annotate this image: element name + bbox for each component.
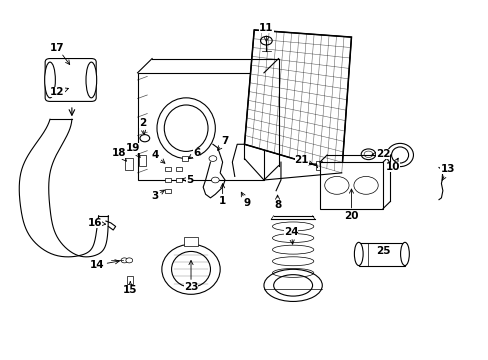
Text: 2: 2 (139, 118, 146, 135)
Bar (126, 276, 133, 284)
Ellipse shape (44, 62, 55, 98)
Text: 10: 10 (385, 158, 399, 172)
Text: 20: 20 (344, 189, 358, 221)
FancyBboxPatch shape (45, 59, 96, 102)
Text: 8: 8 (273, 195, 281, 210)
Ellipse shape (264, 269, 322, 301)
Bar (176, 178, 182, 182)
Text: 9: 9 (241, 192, 250, 208)
Text: 17: 17 (50, 43, 69, 64)
Text: 3: 3 (151, 190, 164, 201)
Text: 16: 16 (87, 218, 105, 228)
Bar (164, 178, 170, 182)
Ellipse shape (386, 143, 413, 167)
Text: 21: 21 (294, 156, 312, 165)
Polygon shape (244, 30, 351, 173)
Ellipse shape (162, 244, 220, 294)
Circle shape (208, 156, 216, 161)
Text: 12: 12 (50, 87, 68, 98)
Text: 5: 5 (182, 175, 193, 185)
Circle shape (140, 135, 149, 142)
Text: 25: 25 (375, 247, 389, 256)
FancyBboxPatch shape (137, 73, 264, 180)
Bar (182, 157, 188, 161)
Text: 24: 24 (284, 227, 298, 244)
Text: 1: 1 (219, 184, 226, 206)
Circle shape (121, 258, 127, 263)
Bar (316, 161, 322, 170)
Ellipse shape (354, 242, 363, 266)
Ellipse shape (361, 149, 375, 159)
Circle shape (211, 177, 219, 183)
Text: 13: 13 (440, 164, 454, 180)
Text: 22: 22 (371, 149, 389, 159)
Circle shape (260, 36, 272, 45)
Bar (176, 167, 182, 171)
Ellipse shape (157, 98, 215, 158)
Text: 6: 6 (188, 148, 200, 158)
Text: 19: 19 (125, 143, 140, 157)
Text: 15: 15 (123, 282, 137, 295)
Ellipse shape (86, 62, 97, 98)
Ellipse shape (391, 147, 408, 163)
Text: 4: 4 (151, 150, 164, 163)
Text: 7: 7 (217, 136, 228, 150)
Bar (164, 167, 170, 171)
Text: 11: 11 (259, 23, 273, 42)
Bar (164, 189, 170, 193)
Text: 18: 18 (112, 148, 126, 161)
Text: 23: 23 (183, 261, 198, 292)
Bar (124, 158, 132, 170)
Text: 14: 14 (90, 260, 119, 270)
FancyBboxPatch shape (319, 162, 382, 208)
Ellipse shape (400, 242, 408, 266)
Ellipse shape (364, 151, 372, 157)
Circle shape (125, 258, 132, 263)
Bar (183, 237, 198, 246)
Bar (138, 155, 146, 166)
FancyBboxPatch shape (358, 243, 404, 266)
